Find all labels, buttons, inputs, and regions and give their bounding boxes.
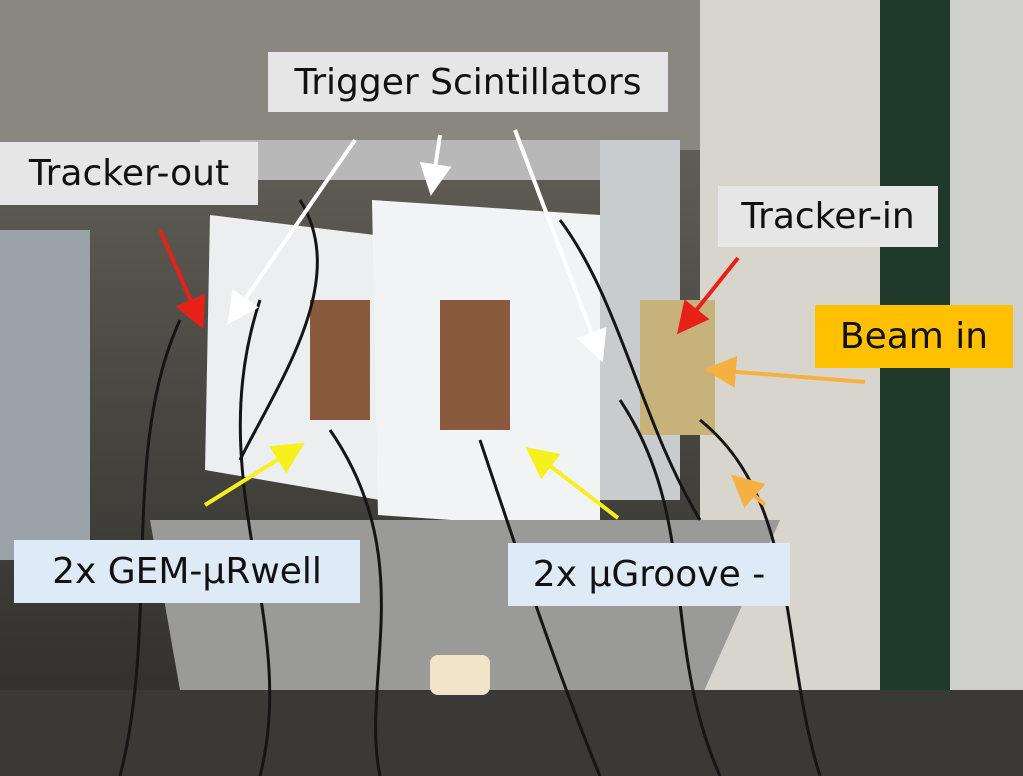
label-box: Trigger Scintillators [268,52,668,112]
annotated-photo: Trigger Scintillators Tracker-out Tracke… [0,0,1023,776]
label-box: 2x GEM-μRwell [14,540,360,603]
label-box: 2x μGroove - [508,543,790,606]
label-box: Tracker-in [718,186,938,247]
label-box: Beam in [815,305,1013,368]
label-box: Tracker-out [0,142,258,205]
photo-background [0,0,1023,776]
